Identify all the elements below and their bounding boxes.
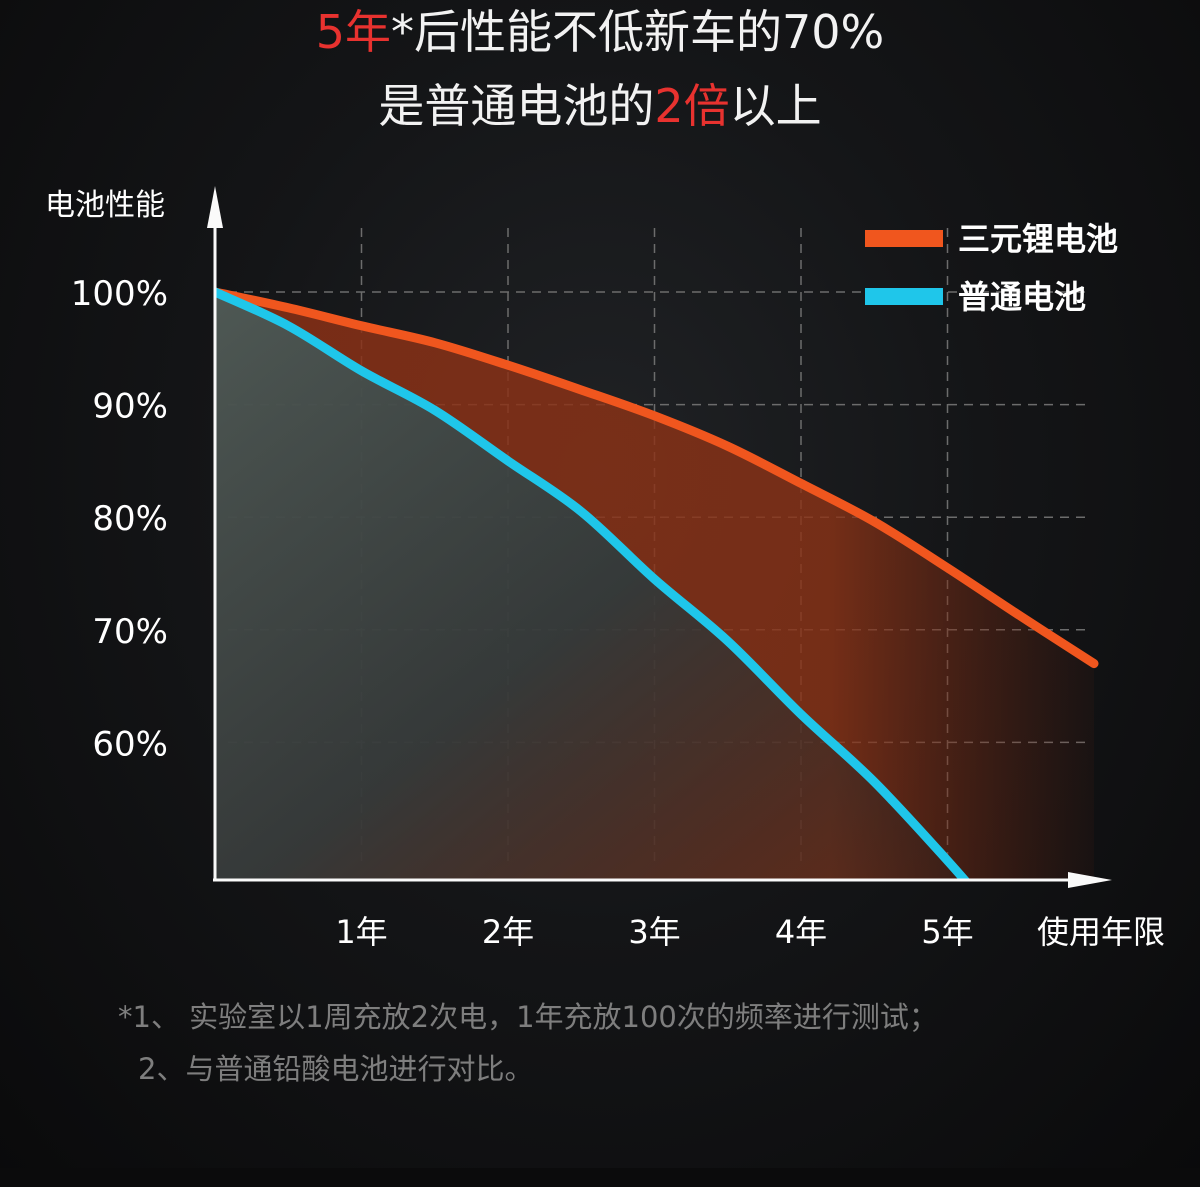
y-axis-arrow	[207, 186, 223, 228]
headline-line-1-text: *后性能不低新车的70%	[391, 5, 885, 59]
x-tick-label: 4年	[775, 913, 827, 951]
legend-swatch	[865, 288, 943, 305]
legend-swatch	[865, 230, 943, 247]
line-series-1	[215, 287, 1099, 669]
footnote-2: 2、与普通铅酸电池进行对比。	[138, 1052, 534, 1086]
x-tick-label: 5年	[921, 913, 973, 951]
headline-highlight-years: 5年	[315, 5, 392, 59]
legend-label: 普通电池	[958, 278, 1086, 316]
x-axis-arrow	[1068, 872, 1112, 888]
x-tick-label: 2年	[482, 913, 534, 951]
x-axis-label: 使用年限	[1037, 913, 1165, 951]
headline-line-2-text-b: 以上	[729, 79, 822, 133]
x-tick-label: 1年	[335, 913, 387, 951]
headline-line-1: 5年*后性能不低新车的70%	[0, 2, 1200, 62]
legend-label: 三元锂电池	[958, 220, 1118, 258]
y-tick-label: 70%	[92, 612, 168, 652]
area-series-2	[215, 292, 992, 880]
headline-highlight-multiple: 2倍	[654, 79, 730, 133]
line-series-2	[215, 287, 971, 880]
plot-area	[215, 287, 1099, 880]
y-axis-label: 电池性能	[45, 188, 165, 223]
headline-line-2-text-a: 是普通电池的	[378, 79, 655, 133]
y-tick-label: 90%	[92, 387, 168, 427]
headline-line-2: 是普通电池的2倍以上	[0, 76, 1200, 136]
bottom-band	[0, 1168, 1200, 1187]
y-tick-label: 80%	[92, 499, 168, 539]
footnote-1: *1、 实验室以1周充放2次电，1年充放100次的频率进行测试；	[118, 1000, 938, 1034]
x-tick-label: 3年	[628, 913, 680, 951]
y-tick-label: 60%	[92, 724, 168, 764]
y-tick-label: 100%	[71, 274, 168, 314]
